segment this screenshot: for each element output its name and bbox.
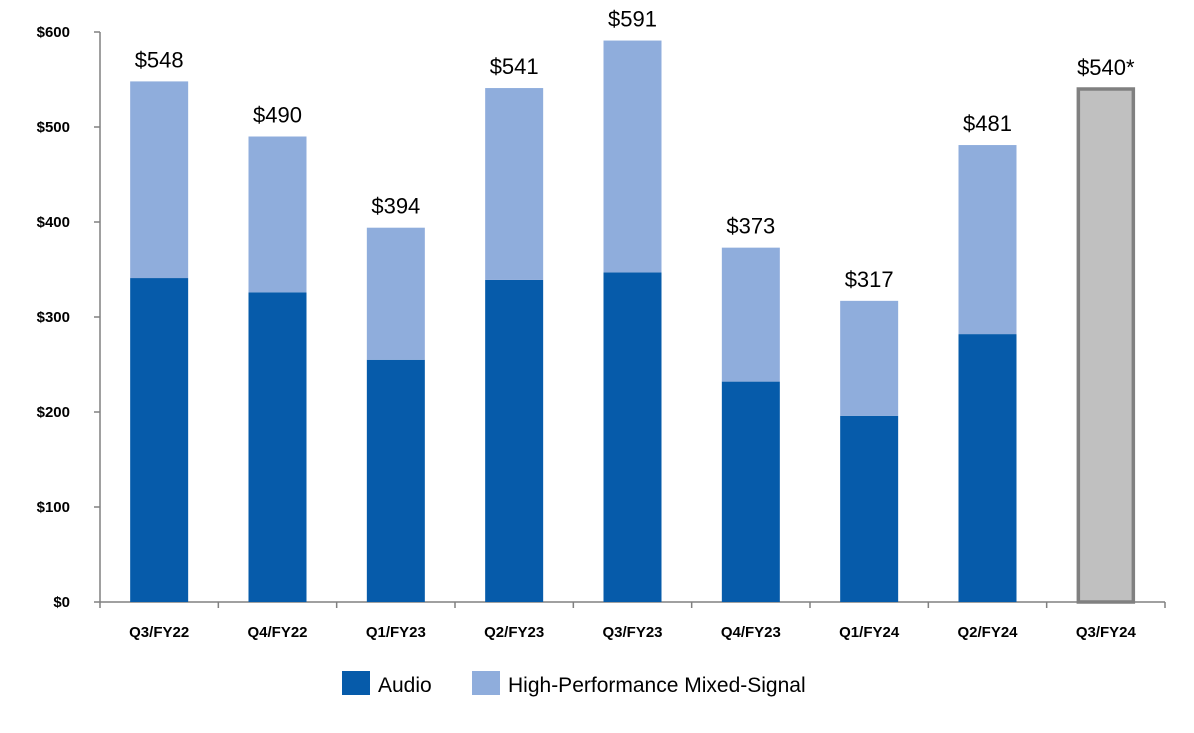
x-tick-label: Q3/FY24 (1076, 624, 1137, 641)
bar-segment-audio (248, 292, 307, 602)
data-label: $548 (135, 47, 184, 72)
bar-segment-audio (603, 272, 662, 602)
data-label: $591 (608, 7, 657, 32)
bar-guidance (1076, 87, 1136, 604)
bar-segment-audio (366, 359, 425, 602)
y-tick-label: $100 (37, 499, 70, 516)
data-label: $317 (845, 267, 894, 292)
bar-segment-audio (721, 381, 780, 602)
legend-label-hpms: High-Performance Mixed-Signal (508, 674, 806, 697)
bar-segment-hpms (366, 227, 425, 360)
bar-segment-hpms (248, 136, 307, 293)
bar-segment-audio (958, 334, 1017, 602)
data-label: $540* (1077, 55, 1135, 80)
x-tick-label: Q1/FY23 (366, 624, 426, 641)
bar-segment-audio (130, 278, 189, 602)
y-tick-label: $400 (37, 214, 70, 231)
data-labels: $548 $490 $394 $541 $591 $373 $317 $481 $540* (135, 7, 1135, 292)
legend-swatch-audio (342, 671, 370, 695)
data-label: $373 (726, 214, 775, 239)
bar-segment-hpms (130, 81, 189, 279)
bar-segment-hpms (958, 145, 1017, 335)
data-label: $541 (490, 54, 539, 79)
bar-segment-hpms (485, 88, 544, 280)
x-tick-label: Q3/FY23 (602, 624, 662, 641)
x-tick-label: Q3/FY22 (129, 624, 189, 641)
data-label: $394 (371, 194, 420, 219)
legend: Audio High-Performance Mixed-Signal (342, 671, 806, 697)
data-label: $490 (253, 103, 302, 128)
bars (130, 40, 1136, 604)
legend-swatch-hpms (472, 671, 500, 695)
x-tick-label: Q1/FY24 (839, 624, 900, 641)
bar-segment-audio (485, 279, 544, 602)
x-tick-label: Q2/FY24 (957, 624, 1018, 641)
bar-segment-hpms (840, 300, 899, 416)
data-label: $481 (963, 111, 1012, 136)
y-tick-label: $0 (53, 594, 70, 611)
y-tick-label: $200 (37, 404, 70, 421)
y-tick-label: $600 (37, 24, 70, 41)
legend-label-audio: Audio (378, 674, 432, 697)
x-tick-label: Q2/FY23 (484, 624, 544, 641)
x-tick-label: Q4/FY23 (721, 624, 781, 641)
bar-segment-hpms (721, 247, 780, 382)
y-tick-label: $500 (37, 119, 70, 136)
y-tick-label: $300 (37, 309, 70, 326)
bar-segment-audio (840, 415, 899, 602)
x-tick-label: Q4/FY22 (247, 624, 307, 641)
bar-segment-hpms (603, 40, 662, 273)
